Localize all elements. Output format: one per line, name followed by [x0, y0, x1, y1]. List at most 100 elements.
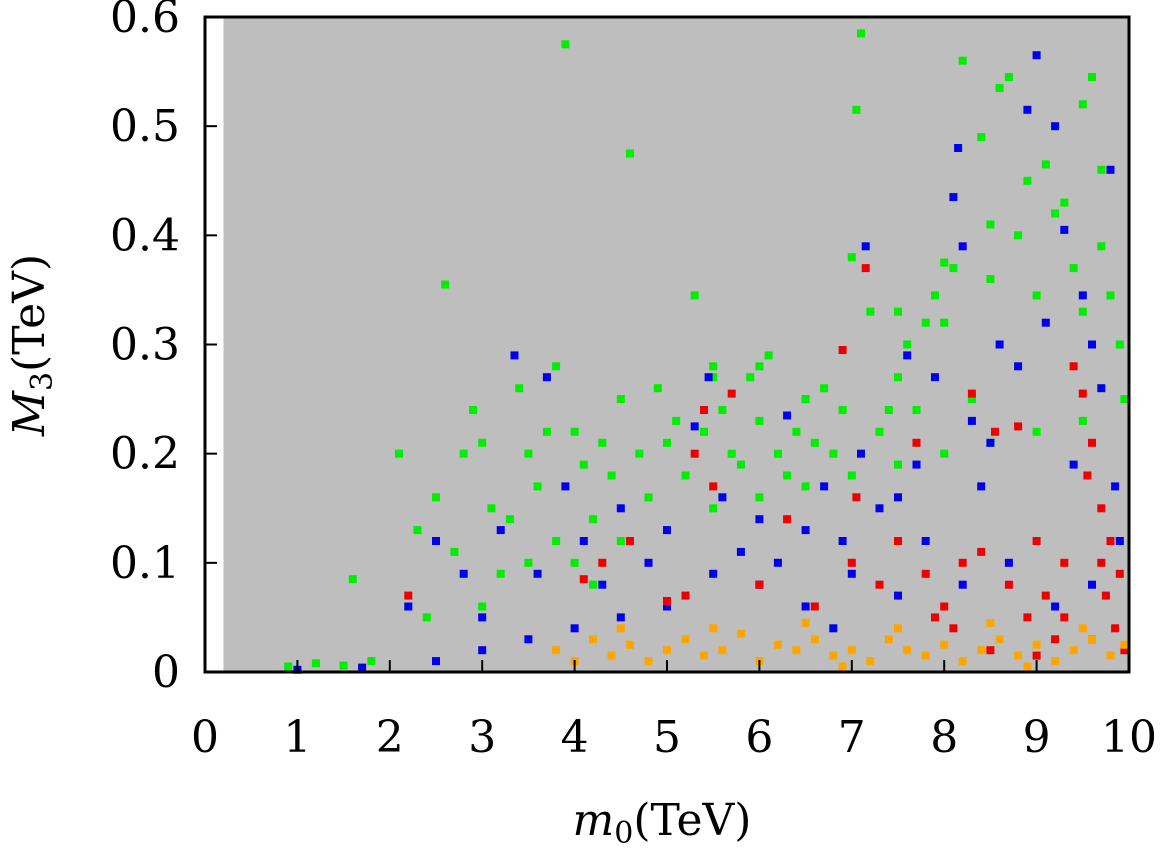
green-point [570, 558, 579, 567]
blue-point [1078, 291, 1087, 300]
green-point [866, 307, 875, 316]
red-point [783, 515, 792, 524]
blue-point [1051, 602, 1060, 611]
blue-point [755, 515, 764, 524]
green-point [653, 384, 662, 393]
green-point [931, 291, 939, 300]
x-tick-label: 8 [930, 712, 958, 763]
orange-point [801, 618, 810, 627]
green-point [515, 384, 524, 393]
blue-point [1060, 225, 1069, 234]
blue-point [958, 242, 967, 251]
green-point [1069, 264, 1078, 273]
green-point [505, 515, 514, 524]
green-point [579, 460, 588, 469]
green-point [709, 373, 718, 382]
green-point [663, 438, 671, 447]
green-point [1041, 160, 1050, 169]
y-tick-label: 0.2 [110, 429, 180, 480]
orange-point [626, 640, 634, 649]
green-point [348, 575, 357, 584]
red-point [598, 558, 607, 567]
red-point [940, 602, 949, 611]
blue-point [847, 569, 856, 578]
blue-point [894, 591, 902, 600]
blue-point [875, 504, 884, 513]
y-tick-label: 0 [152, 647, 180, 698]
blue-point [533, 569, 542, 578]
y-tick-label: 0.6 [110, 0, 180, 43]
x-tick-label: 4 [561, 712, 589, 763]
orange-point [616, 624, 625, 633]
x-tick-label: 1 [283, 712, 311, 763]
green-point [894, 373, 902, 382]
green-point [820, 384, 829, 393]
red-point [1069, 362, 1078, 371]
orange-point [792, 646, 801, 655]
blue-point [773, 558, 782, 567]
green-point [736, 460, 745, 469]
orange-point [709, 624, 718, 633]
x-tick-label: 5 [653, 712, 681, 763]
green-point [746, 373, 755, 382]
blue-point [561, 482, 570, 491]
blue-point [709, 569, 718, 578]
green-point [755, 493, 764, 502]
red-point [912, 438, 921, 447]
green-point [339, 661, 348, 670]
blue-point [404, 602, 413, 611]
green-point [986, 275, 995, 283]
red-point [1115, 569, 1124, 578]
green-point [616, 537, 625, 545]
green-point [478, 602, 487, 611]
green-point [986, 220, 995, 229]
green-point [801, 395, 810, 404]
green-point [644, 493, 653, 502]
blue-point [1088, 580, 1096, 589]
green-point [570, 427, 579, 436]
orange-point [847, 646, 856, 655]
blue-point [1032, 51, 1041, 60]
orange-point [644, 657, 653, 666]
green-point [635, 449, 644, 458]
y-tick-label: 0.4 [110, 210, 180, 261]
green-point [311, 659, 320, 668]
blue-point [861, 242, 870, 251]
green-point [1032, 291, 1041, 300]
green-point [1078, 416, 1087, 425]
red-point [1032, 651, 1041, 660]
blue-point [1069, 460, 1078, 469]
blue-point [432, 657, 440, 666]
orange-point [1078, 624, 1087, 633]
blue-point [579, 537, 588, 545]
orange-point [773, 640, 782, 649]
green-point [478, 438, 487, 447]
orange-point [866, 657, 875, 666]
green-point [912, 406, 921, 414]
green-point [1004, 73, 1013, 81]
green-point [792, 427, 801, 436]
blue-point [949, 193, 958, 202]
green-point [894, 460, 902, 469]
green-point [1078, 307, 1087, 316]
red-point [1041, 591, 1050, 600]
green-point [1088, 73, 1096, 81]
x-axis-label: m0(TeV) [573, 795, 752, 851]
green-point [1115, 340, 1124, 349]
orange-point [958, 657, 967, 666]
green-point [801, 482, 810, 491]
green-point [542, 427, 551, 436]
red-point [991, 427, 999, 436]
green-point [783, 471, 792, 480]
red-point [1023, 613, 1032, 622]
green-point [773, 449, 782, 458]
green-point [894, 307, 902, 316]
red-point [949, 624, 958, 633]
y-axis-ticks: 0 0.1 0.2 0.3 0.4 0.5 0.6 [110, 0, 217, 698]
green-point [469, 406, 477, 414]
orange-point [884, 635, 893, 644]
red-point [847, 558, 856, 567]
green-point [977, 133, 986, 142]
green-point [1097, 165, 1106, 174]
